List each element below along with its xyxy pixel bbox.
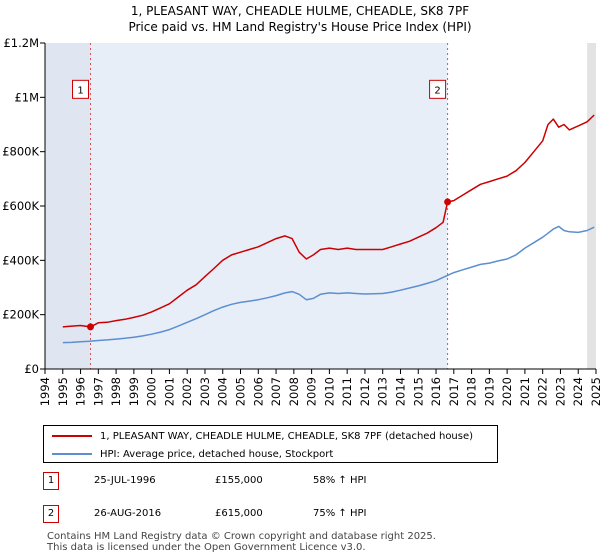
legend-swatch-property xyxy=(52,435,92,437)
y-tick-label: £400K xyxy=(2,253,39,267)
transaction-price: £615,000 xyxy=(215,508,263,519)
x-tick-label: 2014 xyxy=(393,377,407,406)
x-tick-label: 2002 xyxy=(180,377,194,406)
chart-subtitle: Price paid vs. HM Land Registry's House … xyxy=(128,20,471,34)
chart-title: 1, PLEASANT WAY, CHEADLE HULME, CHEADLE,… xyxy=(131,4,469,18)
x-tick-label: 2003 xyxy=(198,377,212,406)
transaction-date: 26-AUG-2016 xyxy=(94,508,162,519)
y-tick-label: £1M xyxy=(14,90,39,104)
x-tick-label: 2009 xyxy=(305,377,319,406)
footer-line: Contains HM Land Registry data © Crown c… xyxy=(47,531,436,542)
transaction-price: £155,000 xyxy=(215,475,263,486)
x-tick-label: 2020 xyxy=(500,377,514,406)
x-tick-label: 1995 xyxy=(56,377,70,406)
x-tick-label: 2021 xyxy=(518,377,532,406)
x-tick-label: 2016 xyxy=(429,377,443,406)
annotation-label: 2 xyxy=(434,85,440,96)
x-tick-label: 1999 xyxy=(127,377,141,406)
x-tick-label: 2022 xyxy=(536,377,550,406)
x-tick-label: 2006 xyxy=(251,377,265,406)
x-tick-label: 2011 xyxy=(340,377,354,406)
legend: 1, PLEASANT WAY, CHEADLE HULME, CHEADLE,… xyxy=(43,425,498,463)
footer: Contains HM Land Registry data © Crown c… xyxy=(47,531,436,553)
transaction-hpi: 58% ↑ HPI xyxy=(313,475,367,486)
legend-item-hpi: HPI: Average price, detached house, Stoc… xyxy=(52,445,333,463)
transaction-date: 25-JUL-1996 xyxy=(94,475,156,486)
annotation-badge xyxy=(429,79,447,99)
y-tick-label: £600K xyxy=(2,199,39,213)
x-tick-label: 2007 xyxy=(269,377,283,406)
ownership-shade xyxy=(90,43,448,369)
x-tick-label: 2010 xyxy=(322,377,336,406)
x-tick-label: 2005 xyxy=(234,377,248,406)
forecast-shade xyxy=(587,43,596,369)
x-tick-label: 1998 xyxy=(109,377,123,406)
sale-point xyxy=(87,323,95,331)
x-tick-label: 2015 xyxy=(411,377,425,406)
y-tick-label: £0 xyxy=(24,362,39,376)
y-tick-label: £200K xyxy=(2,308,39,322)
x-tick-label: 1997 xyxy=(91,377,105,406)
x-tick-label: 2018 xyxy=(465,377,479,406)
x-tick-label: 2004 xyxy=(216,377,230,406)
x-tick-label: 1994 xyxy=(38,377,52,406)
legend-label-hpi: HPI: Average price, detached house, Stoc… xyxy=(100,448,334,460)
x-tick-label: 2012 xyxy=(358,377,372,406)
x-tick-label: 2023 xyxy=(553,377,567,406)
transaction-badge: 1 xyxy=(43,472,59,490)
x-tick-label: 2008 xyxy=(287,377,301,406)
x-tick-label: 2017 xyxy=(447,377,461,406)
x-tick-label: 2001 xyxy=(162,377,176,406)
annotation-label: 1 xyxy=(77,85,83,96)
plot-area: £0 £200K £400K £600K £800K £1M £1.2M 1994 1995 19… xyxy=(2,36,600,406)
x-tick-label: 1996 xyxy=(74,377,88,406)
legend-label-property: 1, PLEASANT WAY, CHEADLE HULME, CHEADLE,… xyxy=(100,430,474,442)
x-tick-label: 2013 xyxy=(376,377,390,406)
price-chart: 1, PLEASANT WAY, CHEADLE HULME, CHEADLE,… xyxy=(2,4,600,406)
x-tick-label: 2024 xyxy=(571,377,585,406)
transaction-hpi: 75% ↑ HPI xyxy=(313,508,367,519)
legend-swatch-hpi xyxy=(52,453,92,455)
annotation-badge xyxy=(72,79,90,99)
footer-line: This data is licensed under the Open Gov… xyxy=(47,542,366,553)
legend-item-property: 1, PLEASANT WAY, CHEADLE HULME, CHEADLE,… xyxy=(52,427,473,445)
y-tick-label: £1.2M xyxy=(3,36,39,50)
transaction-badge: 2 xyxy=(43,505,59,523)
property-price-line xyxy=(62,114,595,328)
sale-point xyxy=(444,198,452,206)
x-tick-label: 2025 xyxy=(589,377,600,406)
x-tick-label: 2000 xyxy=(145,377,159,406)
y-tick-label: £800K xyxy=(2,145,39,159)
x-tick-label: 2019 xyxy=(482,377,496,406)
hpi-line xyxy=(62,225,595,344)
